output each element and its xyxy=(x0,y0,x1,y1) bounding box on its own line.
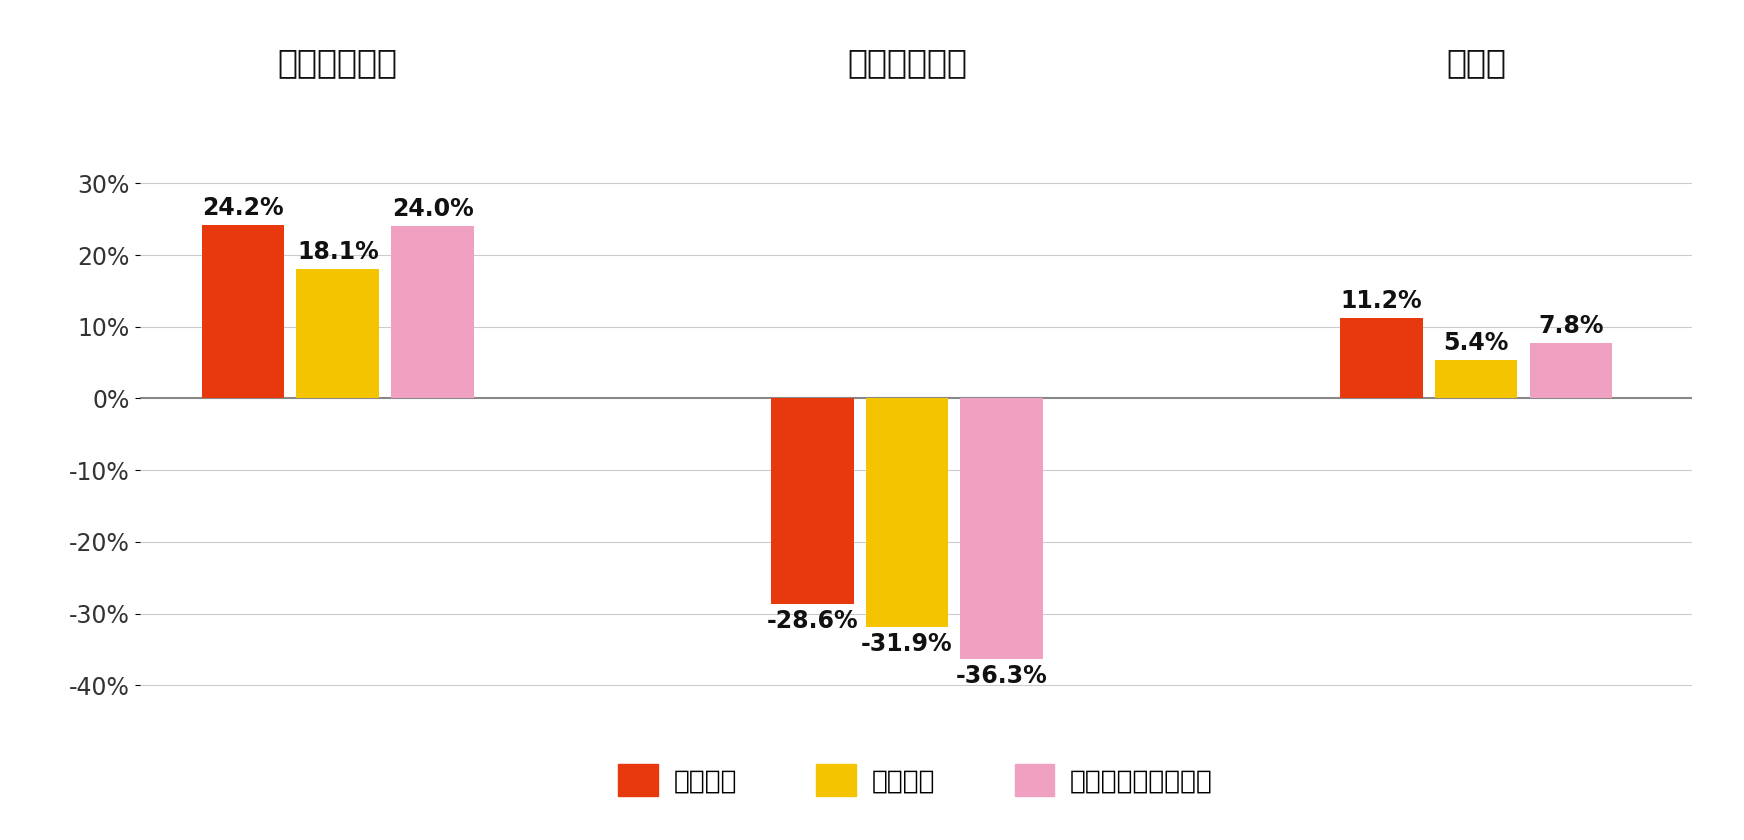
Text: 株価下落局面: 株価下落局面 xyxy=(848,46,966,79)
Bar xyxy=(391,227,474,398)
Bar xyxy=(296,269,378,398)
Text: 7.8%: 7.8% xyxy=(1538,313,1604,338)
Text: -31.9%: -31.9% xyxy=(862,633,952,656)
Text: 11.2%: 11.2% xyxy=(1341,289,1421,313)
Text: 24.0%: 24.0% xyxy=(392,197,474,222)
Legend: 増配企業, 減配企業, 配当を出さない企業: 増配企業, 減配企業, 配当を出さない企業 xyxy=(609,753,1223,806)
Text: -36.3%: -36.3% xyxy=(956,664,1048,688)
Text: 株価上昇局面: 株価上昇局面 xyxy=(277,46,398,79)
Text: 5.4%: 5.4% xyxy=(1444,331,1509,354)
Bar xyxy=(1529,343,1613,398)
Text: -28.6%: -28.6% xyxy=(766,609,858,633)
Bar xyxy=(771,398,853,604)
Bar xyxy=(961,398,1043,659)
Bar xyxy=(1339,318,1423,398)
Text: 全期間: 全期間 xyxy=(1446,46,1507,79)
Text: 18.1%: 18.1% xyxy=(296,239,378,264)
Bar xyxy=(202,225,284,398)
Bar xyxy=(1435,360,1517,398)
Text: 24.2%: 24.2% xyxy=(202,196,284,220)
Bar xyxy=(865,398,949,627)
